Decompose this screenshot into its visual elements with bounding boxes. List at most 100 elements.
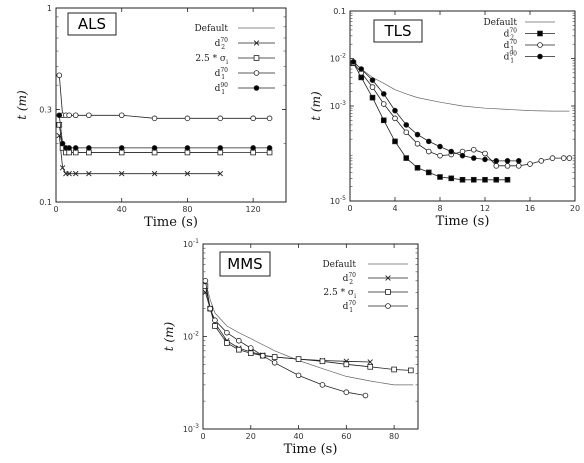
data-point [151,145,158,151]
data-point [86,170,92,177]
legend-marker [253,55,260,61]
data-point [504,163,511,169]
y-tick-label: 0.1 [333,7,346,16]
y-axis-label: t (m) [15,90,29,120]
data-point [66,170,72,177]
data-point [482,150,488,157]
data-point [86,145,92,151]
data-point [425,138,432,145]
data-point [403,122,410,128]
legend-marker [385,289,391,295]
data-point [392,138,398,145]
data-point [295,356,302,362]
data-point [202,283,209,289]
data-point [217,170,224,177]
legend-label: 2.5 * σi [323,288,356,300]
data-point [56,72,63,79]
data-point [369,77,376,83]
data-point [369,94,376,101]
data-point [391,366,397,373]
x-tick-label: 120 [246,205,261,214]
data-point [72,145,79,151]
data-point [504,158,511,164]
data-point [66,145,72,151]
plot-frame [55,7,287,203]
series-2 [56,121,273,156]
data-point [392,107,398,114]
legend-marker [537,30,543,37]
series-line [353,61,519,162]
y-tick-label: 10-5 [330,195,346,206]
data-point [319,382,326,388]
series-line [205,280,414,386]
data-point [367,359,373,365]
data-point [118,170,125,177]
data-point [448,148,455,155]
data-point [247,350,254,356]
y-tick-label: 0.1 [39,198,52,207]
data-point [66,149,72,156]
series-1 [350,60,511,183]
data-point [151,149,158,156]
data-point [367,364,374,370]
data-point [118,149,125,156]
x-tick-label: 4 [392,204,397,213]
data-point [118,145,125,151]
data-point [151,170,158,177]
x-tick-label: 20 [570,204,580,213]
data-point [295,372,302,379]
legend-marker [385,303,391,309]
data-point [459,176,466,183]
data-point [266,115,273,122]
data-point [72,170,79,177]
data-point [151,115,158,122]
series-3 [202,278,369,399]
legend-marker [537,53,543,60]
legend-label: d70 1 [215,67,229,81]
data-point [66,112,72,119]
data-point [482,176,488,183]
x-axis-label: Time (s) [436,214,490,229]
data-point [72,149,79,156]
x-tick-label: 60 [341,432,351,441]
x-tick-label: 40 [293,432,303,441]
data-point [566,155,573,161]
data-point [380,91,387,97]
legend-marker [537,42,543,48]
panel-title-box [219,251,271,277]
data-point [250,145,256,151]
data-point [259,352,266,359]
data-point [184,115,191,122]
legend-marker [253,70,260,76]
data-point [212,323,218,329]
data-point [403,155,410,161]
data-point [212,317,218,324]
data-point [207,305,213,312]
data-point [217,115,224,122]
data-point [56,112,63,119]
data-point [266,149,273,156]
data-point [224,329,230,336]
y-tick-label: 10-2 [183,331,199,342]
y-axis-label: t (m) [162,321,176,351]
legend-label: d90 1 [504,51,518,65]
legend-label: Default [322,260,356,270]
data-point [470,176,477,183]
legend-label: Default [194,24,228,34]
y-tick-label: 1 [47,4,52,13]
legend-label: d90 1 [215,82,229,96]
data-point [217,145,224,151]
series-line [58,135,221,175]
series-4 [56,112,273,151]
data-point [504,176,511,183]
series-3 [350,59,522,164]
data-point [118,112,125,119]
data-point [392,115,398,122]
legend-marker [385,275,391,281]
data-point [425,169,432,176]
x-tick-label: 8 [437,204,442,213]
x-tick-label: 12 [480,204,490,213]
data-point [448,175,455,182]
data-point [380,101,387,107]
y-tick-label: 10-3 [330,100,346,111]
